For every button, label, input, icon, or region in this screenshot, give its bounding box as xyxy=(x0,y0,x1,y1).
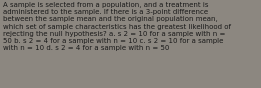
Text: A sample is selected from a population, and a treatment is
administered to the s: A sample is selected from a population, … xyxy=(3,2,231,51)
